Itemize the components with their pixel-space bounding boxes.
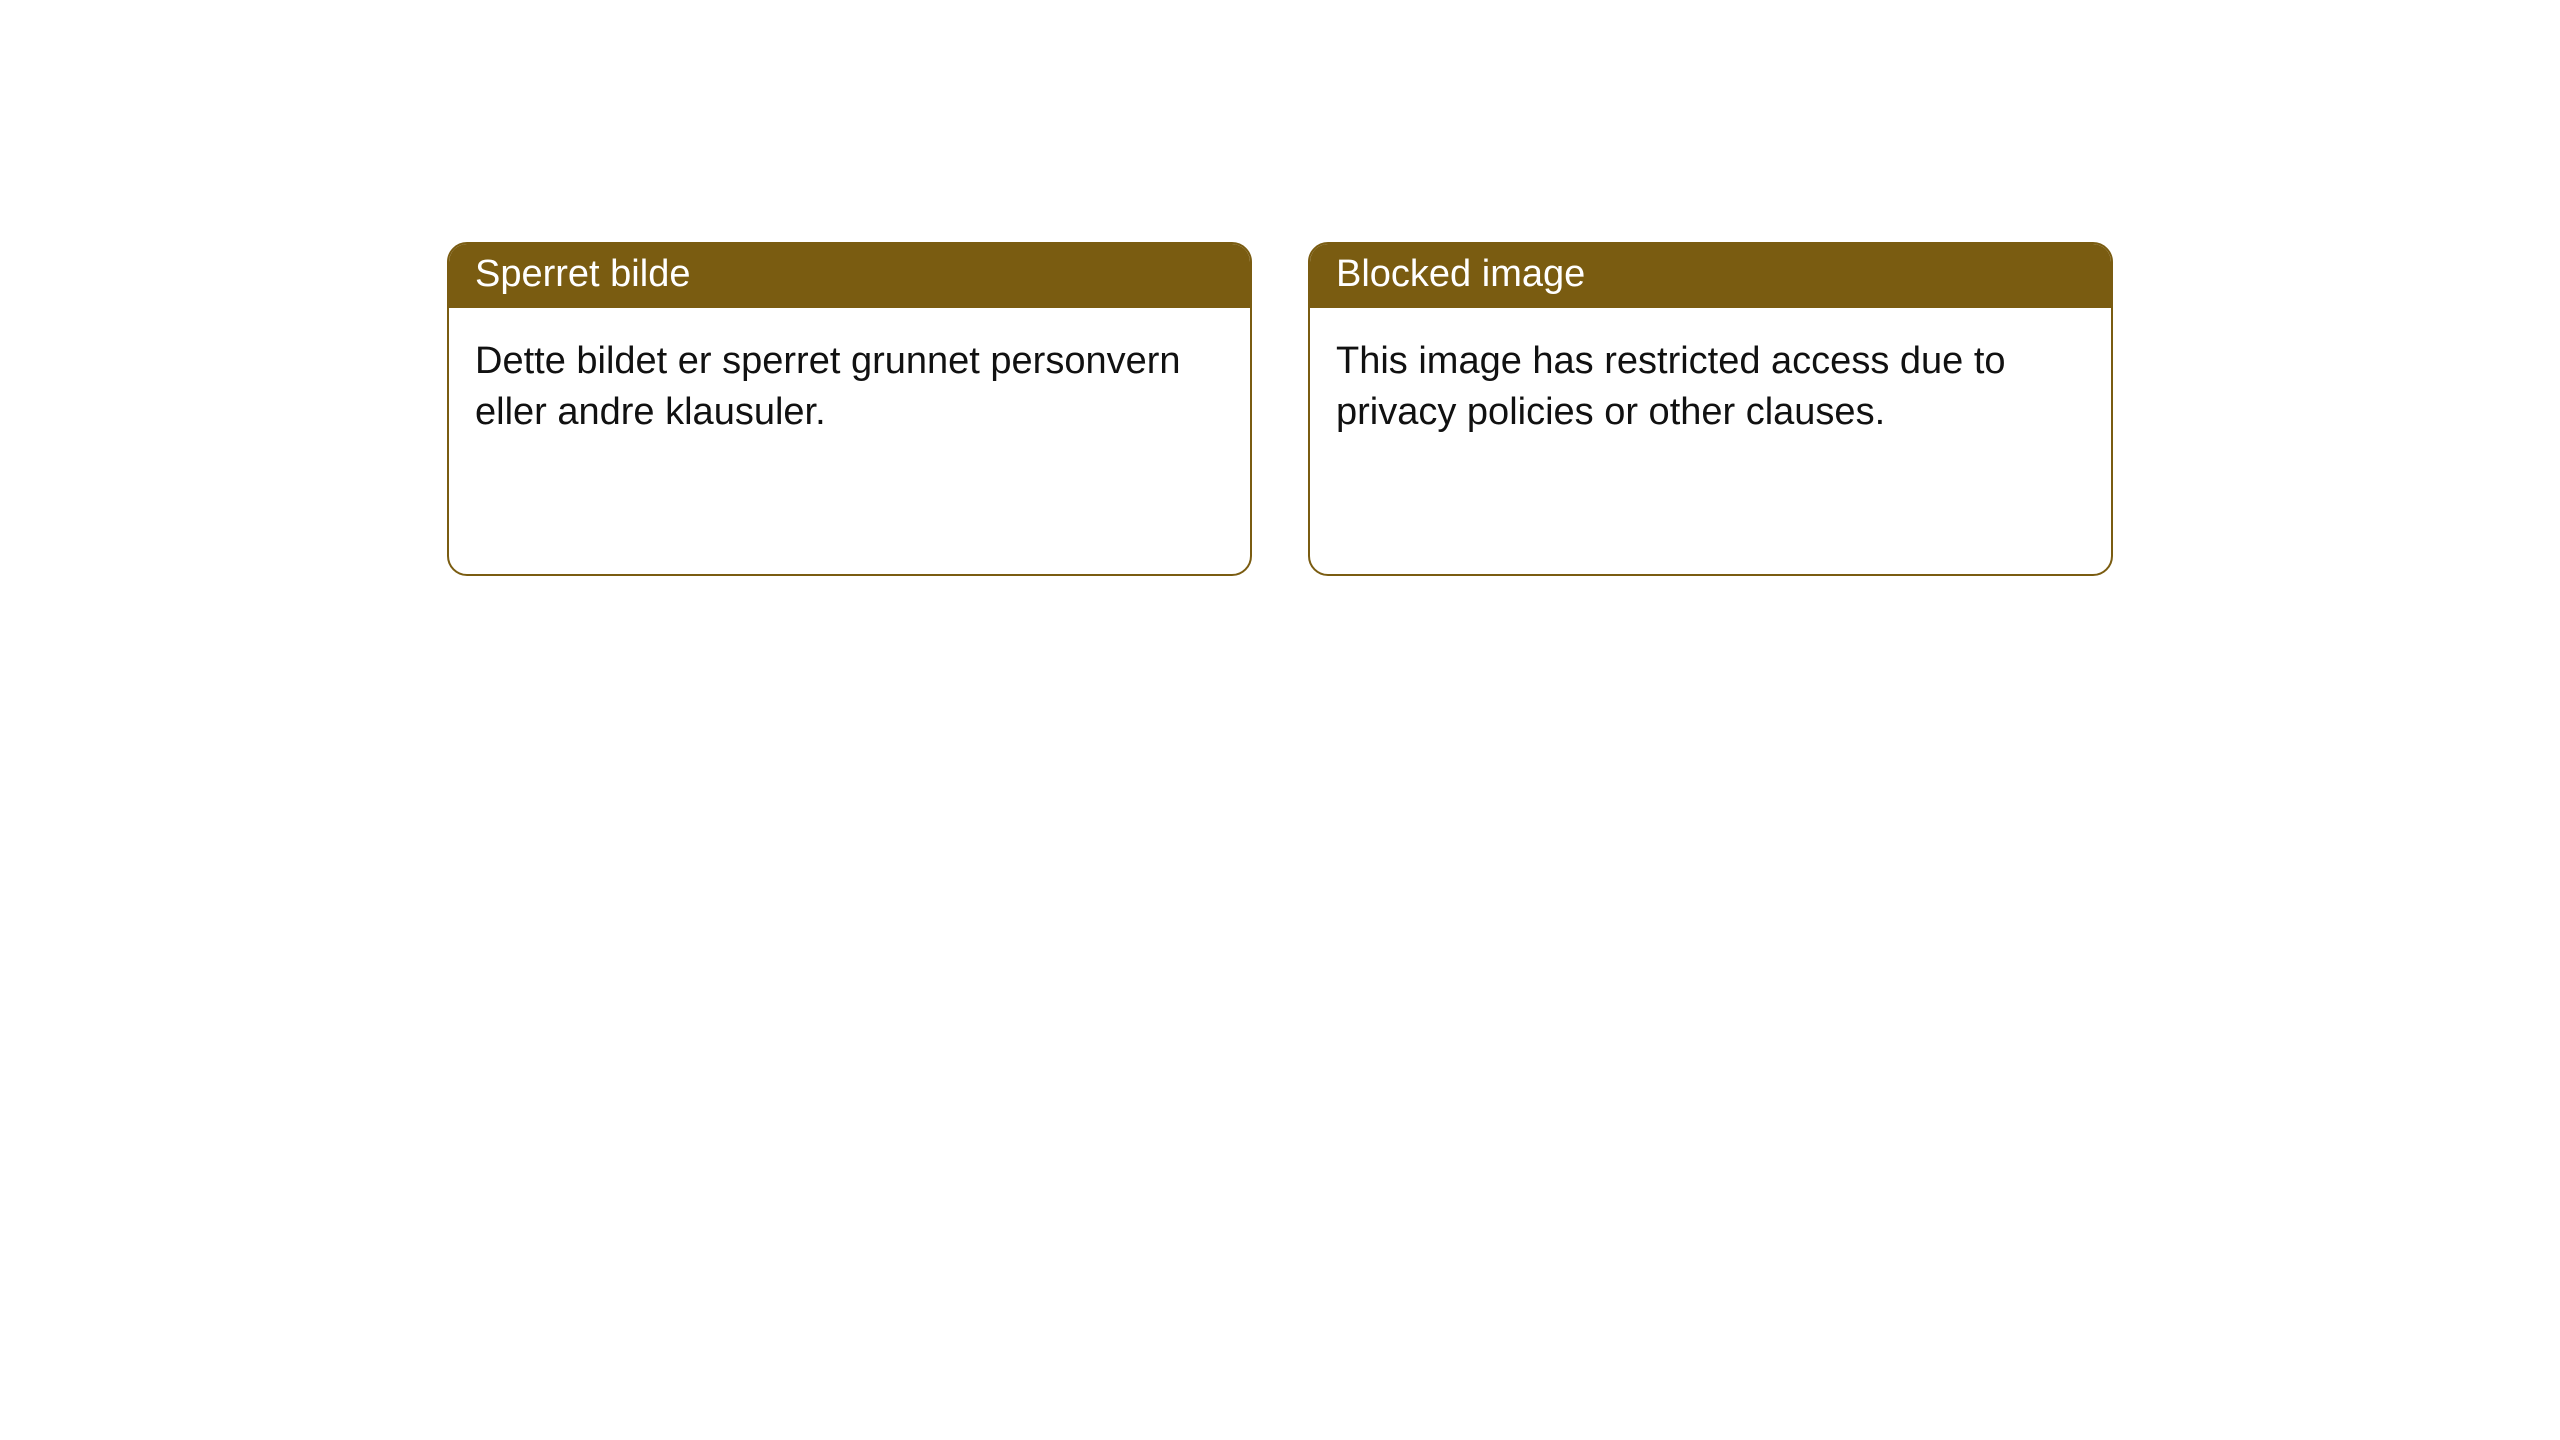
panel-en: Blocked image This image has restricted … — [1308, 242, 2113, 576]
panel-en-body: This image has restricted access due to … — [1310, 308, 2111, 467]
panel-nor-title: Sperret bilde — [449, 244, 1250, 308]
panels-container: Sperret bilde Dette bildet er sperret gr… — [447, 242, 2113, 576]
panel-nor: Sperret bilde Dette bildet er sperret gr… — [447, 242, 1252, 576]
panel-nor-body: Dette bildet er sperret grunnet personve… — [449, 308, 1250, 467]
panel-en-title: Blocked image — [1310, 244, 2111, 308]
